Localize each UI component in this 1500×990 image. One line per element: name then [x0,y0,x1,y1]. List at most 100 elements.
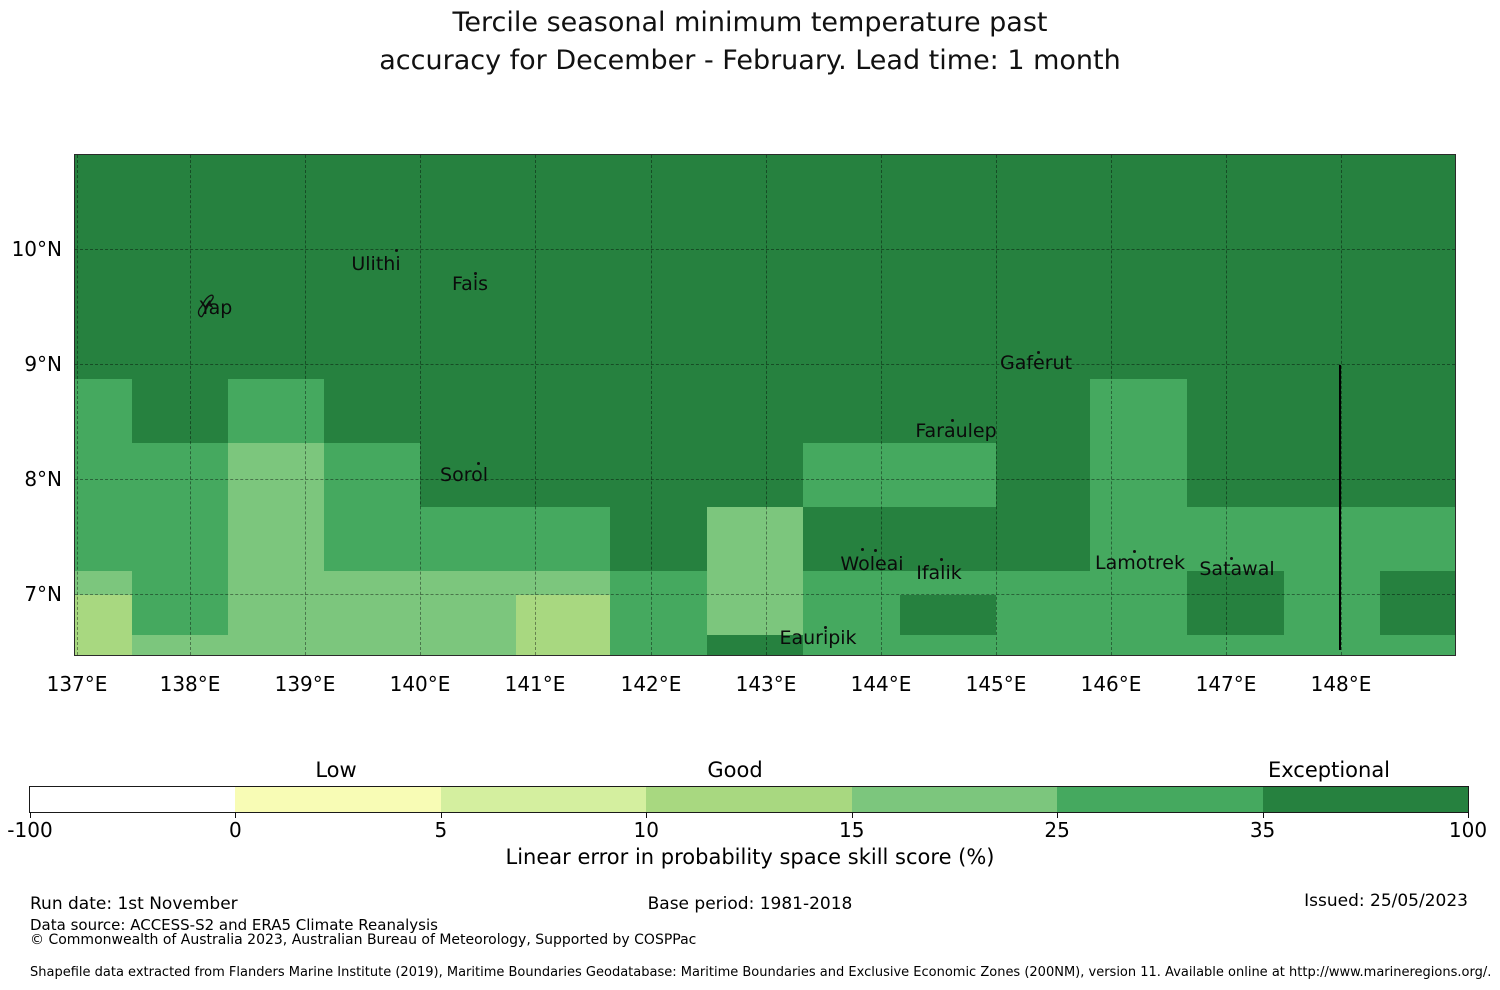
grid-cell [75,155,132,379]
grid-cell [1090,571,1187,595]
colorbar-tick [30,812,31,818]
grid-cell [75,379,132,443]
grid-cell [75,443,132,507]
grid-cell [420,595,516,635]
grid-cell [610,443,707,507]
grid-cell [132,155,228,379]
colorbar-segment [851,787,1058,812]
colorbar-tick-label: -100 [7,818,53,842]
colorbar-tick [1262,812,1264,818]
island-marker [1133,550,1136,553]
grid-cell [1187,571,1284,595]
grid-cell [516,379,610,443]
grid-cell [228,155,324,379]
island-marker [1037,351,1040,354]
x-tick-label: 142°E [620,672,682,696]
grid-cell [610,571,707,595]
colorbar-tick [1057,812,1059,818]
graticule-meridian [1341,155,1342,655]
figure-title: Tercile seasonal minimum temperature pas… [0,4,1500,80]
grid-cell [610,595,707,635]
graticule-meridian [420,155,421,655]
x-tick-label: 148°E [1310,672,1372,696]
grid-cell [900,507,996,571]
grid-cell [996,443,1090,507]
grid-cell [1090,443,1187,507]
colorbar-segment [30,787,236,812]
x-tick-label: 143°E [735,672,797,696]
grid-cell [900,635,996,655]
x-tick-label: 137°E [46,672,108,696]
grid-cell [900,443,996,507]
grid-cell [1380,595,1455,635]
grid-cell [1284,155,1380,379]
colorbar-tick-label: 25 [1044,818,1070,842]
grid-cell [707,571,803,595]
island-label-gaferut: Gaferut [999,352,1073,374]
grid-cell [228,635,324,655]
y-tick-label: 9°N [24,352,62,376]
colorbar-tick-label: 5 [434,818,448,842]
island-marker [1230,557,1233,560]
grid-cell [1090,635,1187,655]
data-source-text: Data source: ACCESS-S2 and ERA5 Climate … [30,916,438,934]
grid-cell [132,379,228,443]
island-label-fais: Fais [451,273,489,295]
y-tick-label: 7°N [24,582,62,606]
grid-cell [996,571,1090,595]
island-label-yap: Yap [199,297,233,319]
grid-cell [1284,595,1380,635]
grid-cell [900,571,996,595]
grid-cell [516,155,610,379]
colorbar-segment [1262,787,1469,812]
grid-cell [324,571,420,595]
colorbar-tick [440,812,442,818]
base-period-text: Base period: 1981-2018 [647,894,853,914]
grid-cell [324,379,420,443]
grid-cell [996,155,1090,379]
x-tick-label: 139°E [274,672,336,696]
colorbar-tick-label: 15 [838,818,865,842]
grid-cell [610,507,707,571]
title-line-2: accuracy for December - February. Lead t… [379,45,1121,76]
colorbar-tick [1468,812,1469,818]
grid-cell [420,379,516,443]
graticule-meridian [1111,155,1112,655]
grid-cell [803,635,900,655]
y-tick-label: 10°N [11,237,62,261]
grid-cell [803,155,900,379]
map-panel: Yap Ulithi Fais Sorol Gaferut Faraulep Woleai I… [74,154,1456,656]
graticule-meridian [77,155,78,655]
colorbar-segment [646,787,853,812]
colorbar-range-good: Good [707,758,763,782]
grid-cell [1284,635,1380,655]
grid-cell [707,507,803,571]
graticule-parallel [75,594,1455,595]
grid-cell [420,571,516,595]
grid-cell [1380,507,1455,571]
grid-cell [707,379,803,443]
grid-cell [324,507,420,571]
colorbar-caption: Linear error in probability space skill … [505,845,995,869]
colorbar-segment [1057,787,1264,812]
island-label-sorol: Sorol [440,464,488,486]
title-line-1: Tercile seasonal minimum temperature pas… [452,7,1048,38]
grid-cell [132,635,228,655]
grid-cell [1380,443,1455,507]
grid-cell [1380,155,1455,379]
grid-cell [132,595,228,635]
grid-cell [707,155,803,379]
island-label-satawal: Satawal [1199,558,1275,580]
grid-cell [707,443,803,507]
x-tick-label: 140°E [389,672,451,696]
grid-cell [420,443,516,507]
grid-cell [516,507,610,571]
graticule-meridian [651,155,652,655]
grid-cell [1187,595,1284,635]
island-marker [861,548,864,551]
grid-cell [900,379,996,443]
grid-cell [803,379,900,443]
graticule-parallel [75,364,1455,365]
colorbar-tick [235,812,237,818]
